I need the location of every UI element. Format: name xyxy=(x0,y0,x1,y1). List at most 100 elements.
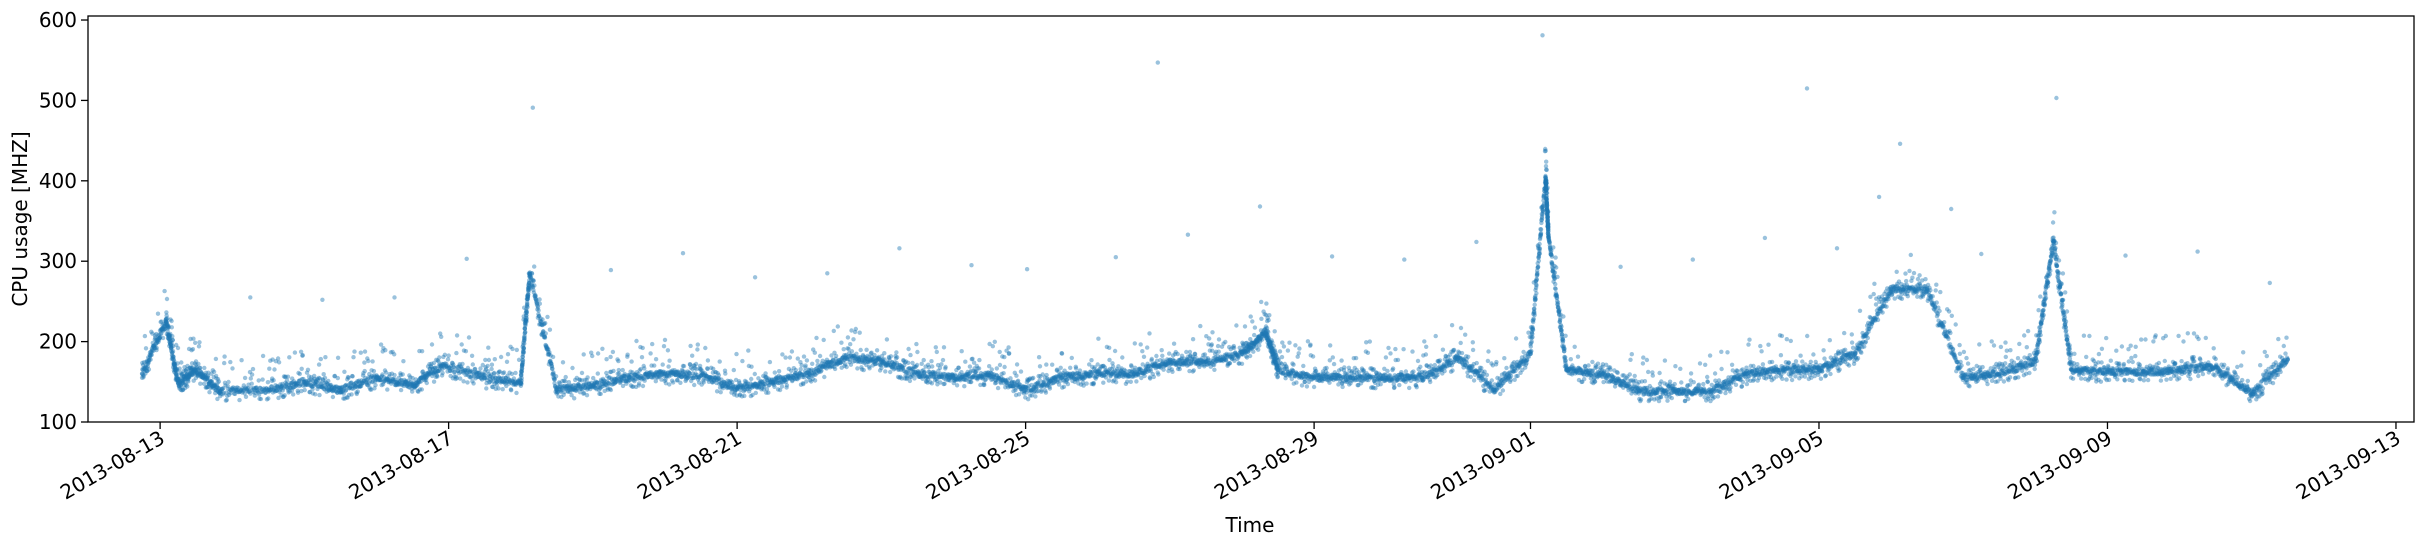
data-point xyxy=(1424,344,1429,349)
data-point xyxy=(435,374,440,379)
data-point xyxy=(151,344,156,349)
data-point xyxy=(888,369,893,375)
data-point xyxy=(907,378,913,384)
data-point xyxy=(222,354,227,359)
data-point xyxy=(202,365,207,371)
data-point xyxy=(1242,324,1248,329)
data-point xyxy=(650,341,655,347)
data-point xyxy=(1107,357,1112,363)
data-point xyxy=(214,383,219,388)
data-point xyxy=(213,390,218,396)
data-point xyxy=(1568,357,1574,362)
data-point xyxy=(190,372,195,377)
data-point xyxy=(150,348,155,353)
data-point xyxy=(1047,386,1053,391)
data-point xyxy=(181,374,187,380)
data-point xyxy=(776,369,782,374)
data-point xyxy=(225,383,230,389)
data-point xyxy=(205,384,210,390)
data-point xyxy=(509,388,514,393)
data-point xyxy=(229,387,234,392)
data-point xyxy=(172,361,178,367)
data-point xyxy=(209,371,214,376)
data-point xyxy=(227,389,232,395)
data-point xyxy=(160,327,165,333)
data-point xyxy=(465,380,470,385)
data-point xyxy=(149,347,155,353)
data-point xyxy=(176,376,181,382)
data-point xyxy=(540,317,545,322)
data-point xyxy=(1147,331,1152,336)
data-point xyxy=(693,361,699,367)
data-point xyxy=(1134,379,1139,384)
data-point xyxy=(172,362,177,367)
data-point xyxy=(176,376,181,381)
data-point xyxy=(221,390,226,396)
data-point xyxy=(510,346,515,352)
data-point xyxy=(723,371,728,376)
data-point xyxy=(150,343,156,349)
data-point xyxy=(153,337,159,343)
data-point xyxy=(209,383,215,389)
data-point xyxy=(543,331,548,336)
data-point xyxy=(584,393,590,398)
data-point xyxy=(1572,344,1577,349)
data-point xyxy=(1272,329,1277,334)
data-point xyxy=(1277,349,1283,354)
data-point xyxy=(183,381,188,386)
data-point xyxy=(1483,387,1488,393)
data-point xyxy=(636,381,642,386)
data-point xyxy=(210,384,216,389)
data-point xyxy=(666,364,671,369)
data-point xyxy=(1423,352,1429,357)
data-point xyxy=(894,355,900,360)
data-point xyxy=(179,377,184,382)
data-point xyxy=(1050,362,1055,367)
data-point xyxy=(209,379,215,384)
data-point xyxy=(180,371,185,377)
data-point xyxy=(247,389,252,394)
data-point xyxy=(221,386,226,391)
data-point xyxy=(894,350,899,355)
data-point xyxy=(543,320,548,326)
data-point xyxy=(177,366,182,371)
data-point xyxy=(174,367,180,373)
data-point xyxy=(445,357,451,362)
data-point xyxy=(963,359,968,364)
data-point xyxy=(142,333,148,339)
data-point xyxy=(148,353,153,358)
data-point xyxy=(166,332,172,338)
data-point xyxy=(204,376,209,381)
data-point xyxy=(174,342,179,348)
data-point xyxy=(169,345,174,350)
data-point xyxy=(524,310,529,315)
data-point xyxy=(158,335,163,340)
data-point xyxy=(168,346,174,352)
data-point xyxy=(1508,373,1514,379)
data-point xyxy=(148,349,153,354)
data-point xyxy=(183,368,188,373)
data-point xyxy=(197,368,203,373)
data-point xyxy=(193,340,198,345)
data-point xyxy=(190,365,195,370)
data-point xyxy=(182,382,187,388)
data-point xyxy=(370,359,375,364)
data-point xyxy=(209,384,214,389)
data-point xyxy=(1388,351,1393,356)
data-point xyxy=(199,370,204,375)
data-point xyxy=(1033,394,1038,399)
data-point xyxy=(155,337,160,342)
data-point xyxy=(373,382,378,388)
data-point xyxy=(184,376,189,381)
data-point xyxy=(185,376,190,381)
data-point xyxy=(212,382,217,387)
data-point xyxy=(1440,347,1446,352)
data-point xyxy=(231,385,236,390)
data-point xyxy=(162,288,167,294)
data-point xyxy=(1470,347,1476,353)
data-point xyxy=(772,384,777,389)
data-point xyxy=(168,342,173,347)
data-point xyxy=(232,388,237,394)
data-point xyxy=(200,372,205,377)
data-point xyxy=(170,355,175,361)
